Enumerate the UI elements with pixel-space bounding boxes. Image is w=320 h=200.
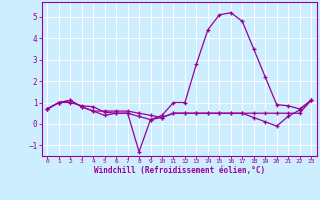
X-axis label: Windchill (Refroidissement éolien,°C): Windchill (Refroidissement éolien,°C) bbox=[94, 166, 265, 175]
